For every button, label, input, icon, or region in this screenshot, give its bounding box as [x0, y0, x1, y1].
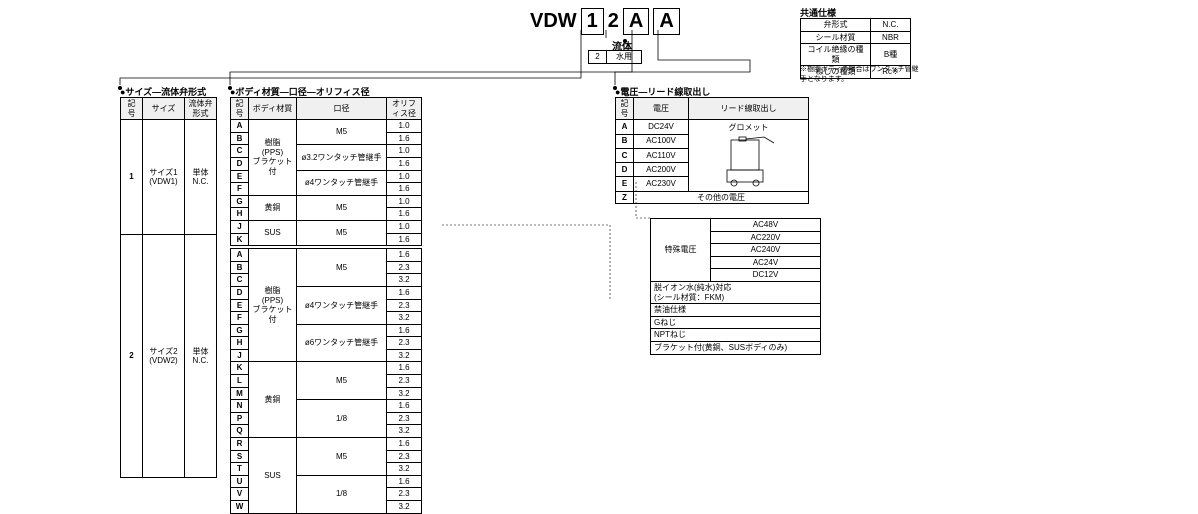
common-spec-note: ※樹脂ボディの場合はワンタッチ管継手となります。: [800, 64, 920, 84]
option-table: 特殊電圧 AC48V AC220V AC240V AC24V DC12V 脱イオ…: [650, 218, 821, 355]
pn-slot-1: 1: [581, 8, 604, 35]
voltage-table: 記号 電圧 リード線取出し ADC24V グロメット BAC100V CAC11…: [615, 97, 809, 204]
body-table: 記号 ボディ材質 口径 オリフィス径 A樹脂 (PPS) ブラケット付M51.0…: [230, 97, 422, 514]
fluid-table: 2 水用: [588, 50, 642, 64]
pn-slot-3: A: [623, 8, 649, 35]
size-row-2-size: サイズ2 (VDW2): [143, 235, 185, 478]
pn-prefix: VDW: [530, 10, 577, 33]
special-voltage-label: 特殊電圧: [651, 219, 711, 282]
fluid-desc: 水用: [607, 51, 642, 64]
size-row-2-code: 2: [121, 235, 143, 478]
pn-slot-2: 2: [608, 10, 619, 33]
size-row-1-code: 1: [121, 120, 143, 235]
size-table: 記号 サイズ 流体弁形式 1 サイズ1 (VDW1) 単体 N.C. 2 サイズ…: [120, 97, 217, 478]
valve-illustration: [709, 135, 789, 190]
size-row-2-type: 単体 N.C.: [185, 235, 217, 478]
size-row-1-size: サイズ1 (VDW1): [143, 120, 185, 235]
fluid-code: 2: [589, 51, 607, 64]
lead-grommet-cell: グロメット: [689, 120, 809, 192]
part-number-display: VDW 1 2 A A: [530, 8, 680, 35]
size-row-1-type: 単体 N.C.: [185, 120, 217, 235]
pn-slot-4: A: [653, 8, 679, 35]
